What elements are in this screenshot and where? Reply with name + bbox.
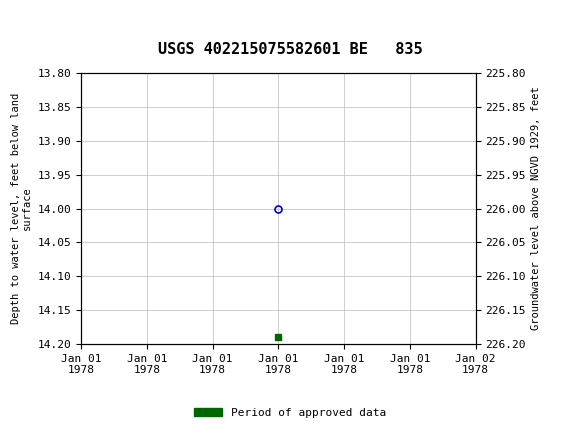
Text: USGS 402215075582601 BE   835: USGS 402215075582601 BE 835 [158,42,422,57]
Y-axis label: Groundwater level above NGVD 1929, feet: Groundwater level above NGVD 1929, feet [531,87,541,330]
Legend: Period of approved data: Period of approved data [190,403,390,422]
Text: ▒USGS: ▒USGS [7,6,61,27]
Y-axis label: Depth to water level, feet below land
surface: Depth to water level, feet below land su… [10,93,32,324]
